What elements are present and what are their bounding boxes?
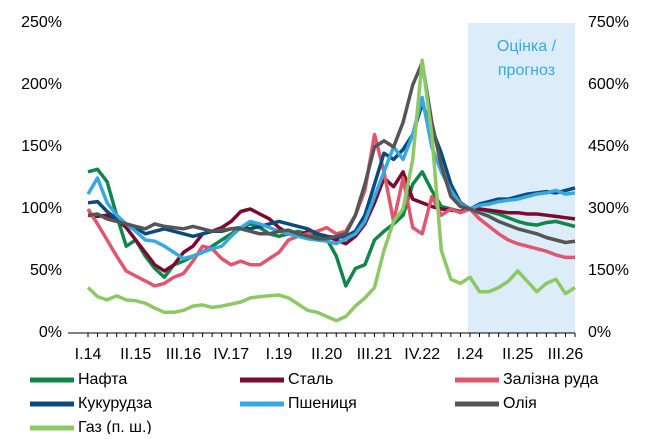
legend-label: Газ (п. ш.) bbox=[78, 419, 152, 434]
y2-tick-label: 150% bbox=[588, 262, 629, 279]
legend-label: Нафта bbox=[78, 371, 127, 388]
x-tick-label: III.21 bbox=[357, 346, 393, 363]
y2-tick-label: 600% bbox=[588, 76, 629, 93]
y-tick-label: 50% bbox=[30, 262, 62, 279]
y2-tick-label: 750% bbox=[588, 14, 629, 31]
x-tick-label: IV.22 bbox=[404, 346, 440, 363]
series-line bbox=[87, 60, 576, 245]
legend-label: Залізна руда bbox=[503, 371, 598, 388]
x-tick-label: III.16 bbox=[166, 346, 202, 363]
y-tick-label: 250% bbox=[21, 14, 62, 31]
x-tick-label: I.24 bbox=[457, 346, 484, 363]
x-tick-label: IV.17 bbox=[213, 346, 249, 363]
y2-tick-label: 450% bbox=[588, 138, 629, 155]
series-line bbox=[86, 95, 576, 261]
y2-tick-label: 300% bbox=[588, 200, 629, 217]
annotation: Оцінка / bbox=[497, 38, 557, 55]
series-line bbox=[86, 132, 575, 288]
series-line bbox=[87, 167, 576, 288]
legend-label: Пшениця bbox=[288, 395, 357, 412]
legend-label: Сталь bbox=[288, 371, 333, 388]
y-tick-label: 0% bbox=[39, 324, 62, 341]
legend-label: Олія bbox=[503, 395, 537, 412]
y-tick-label: 150% bbox=[21, 138, 62, 155]
x-tick-label: I.19 bbox=[266, 346, 293, 363]
x-tick-label: II.20 bbox=[311, 346, 342, 363]
y-tick-label: 200% bbox=[21, 76, 62, 93]
x-tick-label: II.25 bbox=[502, 346, 533, 363]
x-tick-label: I.14 bbox=[75, 346, 102, 363]
legend-label: Кукурудза bbox=[78, 395, 152, 412]
x-tick-label: III.26 bbox=[548, 346, 584, 363]
series-line bbox=[86, 58, 576, 323]
annotation: прогноз bbox=[498, 62, 555, 79]
y2-tick-label: 0% bbox=[588, 324, 611, 341]
y-tick-label: 100% bbox=[21, 200, 62, 217]
x-tick-label: II.15 bbox=[120, 346, 151, 363]
